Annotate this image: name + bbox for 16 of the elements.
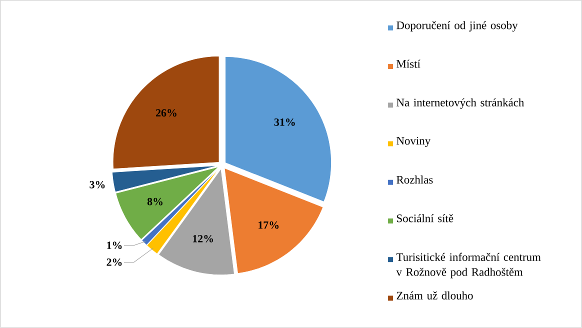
legend-label: Na internetových stránkách xyxy=(396,98,524,109)
legend-label: Turisitické informační centrum v Rožnově pod Radhoštěm xyxy=(396,252,541,278)
legend-label: Sociální sítě xyxy=(397,214,454,222)
legend-label: Doporučení od jiné osoby xyxy=(396,21,518,32)
legend-label: Rozhlas xyxy=(396,176,433,184)
legend-label: Noviny xyxy=(396,137,431,148)
data-label: 26% xyxy=(156,109,176,117)
data-label: 3% xyxy=(90,181,105,188)
data-label: 8% xyxy=(147,198,162,206)
legend-label: Znám už dlouho xyxy=(396,291,473,300)
data-label: 2% xyxy=(106,258,122,266)
data-label: 12% xyxy=(192,235,213,242)
legend-label: Místí xyxy=(396,60,420,68)
data-label: 31% xyxy=(274,118,295,126)
data-label: 1% xyxy=(107,242,122,250)
data-label: 17% xyxy=(258,221,279,229)
